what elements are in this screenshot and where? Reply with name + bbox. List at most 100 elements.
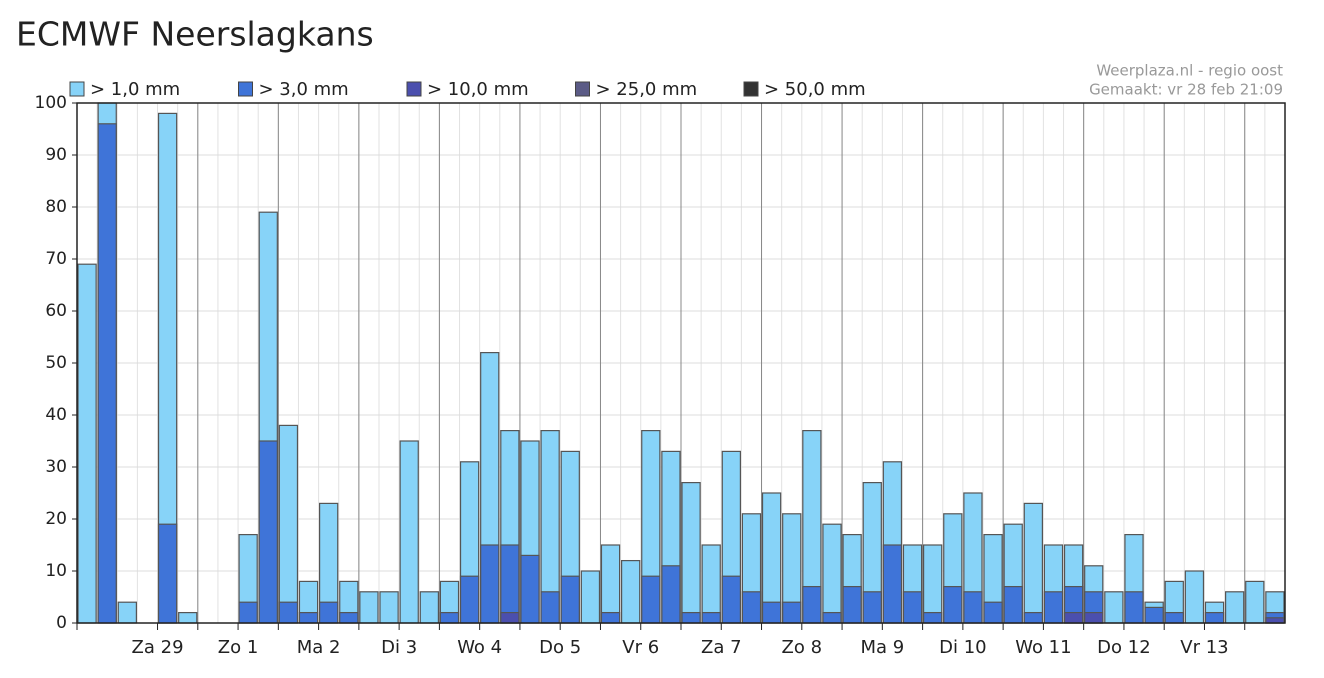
bar <box>661 565 681 624</box>
bar <box>1124 591 1144 624</box>
bar <box>439 611 460 624</box>
bar <box>77 263 97 624</box>
x-tick-label: Zo 8 <box>782 637 823 658</box>
bar <box>298 611 319 624</box>
bar <box>1224 591 1245 624</box>
legend-swatch <box>575 81 590 97</box>
bar <box>782 601 802 624</box>
x-tick-label: Wo 4 <box>457 637 502 658</box>
credit: Weerplaza.nl - regio oost <box>1096 62 1283 80</box>
bar <box>802 585 822 624</box>
bar <box>580 570 601 624</box>
bar <box>1184 570 1205 624</box>
bar <box>117 601 138 624</box>
bar <box>882 544 903 624</box>
y-tick-label: 10 <box>45 561 67 581</box>
bar <box>359 591 379 624</box>
y-tick-label: 50 <box>45 353 67 373</box>
y-tick-label: 20 <box>45 509 67 529</box>
bar <box>822 611 842 624</box>
x-tick-label: Vr 13 <box>1180 637 1228 658</box>
bar <box>641 575 661 624</box>
bar <box>560 575 580 624</box>
bar <box>862 591 882 624</box>
bar <box>459 575 480 624</box>
bar <box>339 611 359 624</box>
x-tick-label: Ma 9 <box>860 637 904 658</box>
bar <box>1003 585 1023 624</box>
y-tick-label: 100 <box>35 93 67 113</box>
bar <box>178 611 198 624</box>
bar <box>97 123 117 624</box>
bar <box>721 575 741 624</box>
plot-frame <box>76 102 1286 624</box>
y-tick-label: 70 <box>45 249 67 269</box>
legend-swatch <box>743 81 759 97</box>
x-tick-label: Za 7 <box>701 637 742 658</box>
bar <box>500 544 520 624</box>
bar <box>278 601 299 624</box>
bar <box>419 591 439 624</box>
bar <box>520 554 540 624</box>
x-tick-label: Vr 6 <box>622 637 659 658</box>
chart-title: ECMWF Neerslagkans <box>16 15 374 54</box>
bar <box>238 601 258 624</box>
bar <box>379 591 399 624</box>
bar <box>399 440 419 624</box>
bar <box>922 611 943 624</box>
bar <box>1023 611 1044 624</box>
bar <box>681 482 701 624</box>
x-tick-label: Wo 11 <box>1015 637 1071 658</box>
bar <box>319 601 339 624</box>
x-tick-label: Za 29 <box>132 637 184 658</box>
bar <box>701 544 721 624</box>
y-tick-label: 80 <box>45 197 67 217</box>
x-tick-label: Di 10 <box>939 637 987 658</box>
legend-swatch <box>238 81 253 97</box>
bar <box>600 611 621 624</box>
bar <box>258 440 278 624</box>
x-tick-label: Di 3 <box>381 637 417 658</box>
bar <box>842 585 862 624</box>
y-tick-label: 0 <box>56 613 67 633</box>
y-tick-label: 30 <box>45 457 67 477</box>
bar <box>540 591 560 624</box>
bar <box>1245 580 1265 624</box>
bar <box>480 544 500 624</box>
bar <box>1265 617 1285 624</box>
y-tick-label: 90 <box>45 145 67 165</box>
bar <box>1204 611 1225 624</box>
y-tick-label: 60 <box>45 301 67 321</box>
bar <box>1164 611 1184 624</box>
bar <box>701 611 721 624</box>
bar <box>1063 611 1084 624</box>
bar <box>500 611 520 624</box>
x-tick-label: Zo 1 <box>218 637 259 658</box>
bar <box>983 601 1003 624</box>
legend-label: > 3,0 mm <box>259 79 349 100</box>
x-tick-label: Do 12 <box>1097 637 1151 658</box>
credit: Gemaakt: vr 28 feb 21:09 <box>1089 81 1283 99</box>
bar <box>1104 591 1124 624</box>
bar <box>922 544 943 624</box>
bar <box>902 591 923 624</box>
x-tick-label: Ma 2 <box>297 637 341 658</box>
bar <box>620 559 641 624</box>
bar <box>681 611 701 624</box>
x-tick-label: Do 5 <box>539 637 581 658</box>
legend-label: > 25,0 mm <box>596 79 698 100</box>
bar <box>741 591 762 624</box>
bar <box>278 424 299 624</box>
legend-swatch <box>69 81 85 97</box>
bar <box>1144 606 1164 624</box>
bar <box>1023 502 1044 624</box>
legend-label: > 50,0 mm <box>764 79 866 100</box>
bar <box>943 585 963 624</box>
legend-label: > 10,0 mm <box>427 79 529 100</box>
bar <box>761 601 782 624</box>
bar <box>822 523 842 624</box>
bar <box>963 591 983 624</box>
bar <box>1084 611 1104 624</box>
legend-swatch <box>406 81 422 97</box>
